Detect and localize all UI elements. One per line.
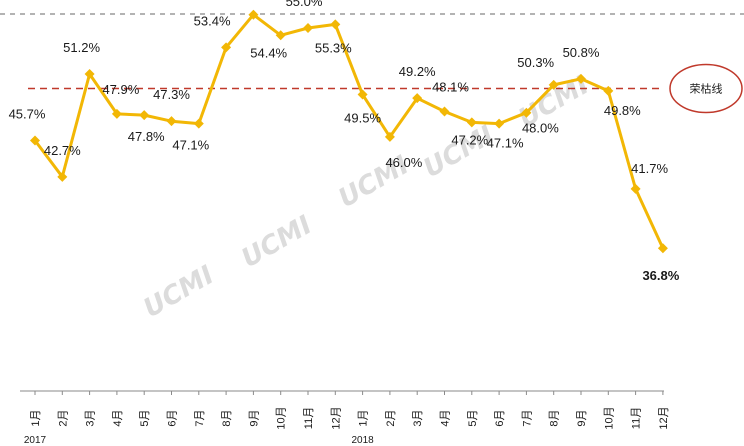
x-tick-label: 2月 xyxy=(57,409,69,426)
data-label: 47.2% xyxy=(451,132,488,147)
data-label: 49.2% xyxy=(399,64,436,79)
x-tick-label: 7月 xyxy=(521,409,533,426)
data-label: 47.1% xyxy=(487,136,524,151)
x-tick-label: 4月 xyxy=(112,409,124,426)
data-point xyxy=(303,23,313,33)
watermark-text: UCMI xyxy=(419,120,500,184)
data-point xyxy=(494,118,505,129)
year-label: 2018 xyxy=(351,435,374,446)
data-label: 49.8% xyxy=(604,103,641,118)
data-point xyxy=(30,135,40,146)
data-label: 50.8% xyxy=(563,45,600,60)
data-point xyxy=(84,68,95,79)
data-point xyxy=(466,117,477,128)
x-tick-label: 4月 xyxy=(440,409,452,426)
data-label: 47.8% xyxy=(128,129,165,144)
data-label: 46.0% xyxy=(385,155,422,170)
data-label: 41.7% xyxy=(631,161,668,176)
data-label: 51.2% xyxy=(63,40,100,55)
x-tick-label: 11月 xyxy=(631,407,643,429)
x-axis-ticks: 1月 2月 3月 4月 5月 6月 7月 8月 9月 10月 11月 12月 1月 2月 3月 4月 5月 6月 7… xyxy=(30,391,670,430)
data-label: 54.4% xyxy=(250,45,287,60)
data-point xyxy=(576,73,586,84)
x-tick-label: 1月 xyxy=(358,409,370,426)
x-tick-label: 12月 xyxy=(330,406,342,429)
reference-label-ellipse xyxy=(669,63,743,114)
x-tick-label: 10月 xyxy=(276,406,288,429)
data-point xyxy=(521,107,532,118)
x-tick-label: 9月 xyxy=(248,409,260,426)
data-label: 42.7% xyxy=(44,143,81,158)
data-point xyxy=(657,243,668,254)
data-point xyxy=(193,118,204,129)
watermark-text: UCMI xyxy=(139,260,220,324)
x-tick-label: 11月 xyxy=(303,407,315,429)
data-label: 36.8% xyxy=(642,268,679,283)
data-point xyxy=(57,171,68,182)
data-point xyxy=(548,79,559,90)
x-tick-label: 6月 xyxy=(494,409,506,426)
data-label: 55.0% xyxy=(286,0,323,9)
x-tick-label: 1月 xyxy=(30,409,42,426)
data-label: 49.5% xyxy=(344,111,381,126)
data-label: 45.7% xyxy=(9,107,46,122)
data-label: 55.3% xyxy=(315,40,352,55)
x-tick-label: 6月 xyxy=(167,409,179,426)
data-point xyxy=(412,93,423,104)
data-point xyxy=(248,9,259,20)
x-tick-label: 2月 xyxy=(385,409,397,426)
x-tick-label: 12月 xyxy=(658,406,670,429)
data-label: 48.1% xyxy=(432,79,469,94)
data-point xyxy=(139,110,150,121)
data-label: 47.9% xyxy=(102,82,139,97)
x-tick-label: 9月 xyxy=(576,409,588,426)
reference-label: 荣枯线 xyxy=(690,82,723,96)
data-point xyxy=(603,85,614,96)
year-labels: 2017 2018 xyxy=(24,435,374,446)
watermark-text: UCMI xyxy=(237,210,318,274)
data-point xyxy=(357,89,368,100)
data-point xyxy=(166,116,177,127)
x-tick-label: 5月 xyxy=(139,409,151,426)
year-label: 2017 xyxy=(24,435,47,446)
data-point xyxy=(439,106,450,117)
data-label: 53.4% xyxy=(194,13,231,28)
data-point xyxy=(384,131,395,142)
x-tick-label: 7月 xyxy=(194,409,206,426)
data-point xyxy=(221,42,232,53)
data-label: 50.3% xyxy=(517,55,554,70)
data-point xyxy=(630,183,641,194)
x-tick-label: 3月 xyxy=(85,409,97,426)
series-markers xyxy=(30,9,668,254)
data-labels: 45.7% 42.7% 51.2% 47.9% 47.8% 47.3% 47.1% 53.4%… xyxy=(9,0,680,283)
data-label: 47.1% xyxy=(172,138,209,153)
data-label: 47.3% xyxy=(153,87,190,102)
data-point xyxy=(111,108,122,119)
x-tick-label: 3月 xyxy=(412,409,424,426)
x-tick-label: 8月 xyxy=(549,409,561,426)
x-tick-label: 8月 xyxy=(221,409,233,426)
data-point xyxy=(275,30,286,41)
x-tick-label: 5月 xyxy=(467,409,479,426)
data-point xyxy=(330,19,341,30)
x-tick-label: 10月 xyxy=(603,406,615,429)
data-label: 48.0% xyxy=(522,121,559,136)
